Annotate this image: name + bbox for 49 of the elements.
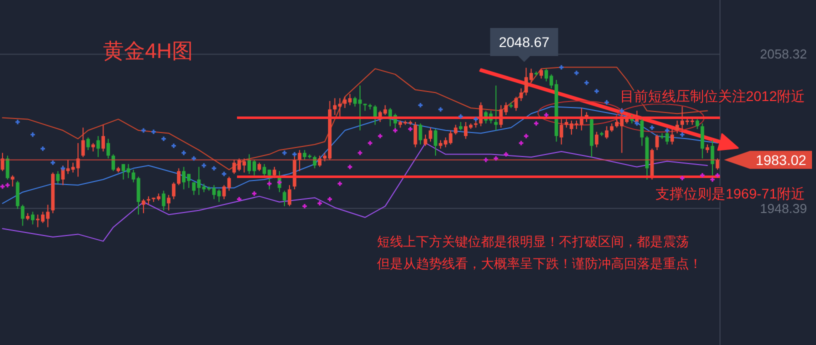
candlestick	[424, 134, 428, 146]
candlestick	[20, 204, 24, 226]
candlestick	[106, 138, 110, 159]
candlestick	[710, 140, 714, 176]
candlestick	[504, 102, 508, 116]
candlestick	[142, 198, 146, 214]
candlestick	[81, 127, 85, 158]
candlestick	[454, 124, 458, 136]
candlestick	[101, 124, 105, 152]
candlestick	[30, 211, 34, 225]
candlestick	[670, 128, 674, 145]
candlestick	[112, 154, 116, 172]
annotation: 但是从趋势线看，大概率呈下跌！谨防冲高回落是重点！	[377, 256, 702, 271]
ref-line-label: 1983.02	[756, 152, 807, 168]
candlestick	[696, 118, 700, 130]
ref-line-label: 支撑位则是1969-71附近	[656, 186, 805, 202]
candlestick	[217, 188, 221, 202]
candlestick	[640, 117, 644, 146]
candlestick	[282, 190, 286, 207]
candlestick	[6, 155, 10, 180]
candlestick	[560, 118, 564, 145]
candlestick	[434, 128, 438, 156]
annotation: 2048.67	[498, 34, 550, 50]
candlestick	[675, 120, 679, 134]
annotation: 短线上下方关键位都是很明显！不打破区间，都是震荡	[377, 234, 689, 249]
candlestick	[700, 122, 704, 159]
y-tick-label: 1948.39	[760, 200, 807, 216]
candlestick	[519, 88, 523, 102]
text: 黄金4H图	[103, 40, 193, 63]
candlestick	[494, 85, 498, 131]
candlestick	[10, 174, 14, 188]
candlestick	[414, 122, 418, 148]
candlestick	[514, 96, 518, 112]
candlestick	[162, 190, 166, 211]
candlestick	[86, 136, 90, 151]
candlestick	[539, 68, 544, 80]
candlestick	[166, 194, 170, 211]
candlestick	[594, 131, 598, 148]
candlestick	[655, 134, 659, 151]
candlestick	[16, 180, 20, 210]
candlestick	[604, 126, 608, 140]
candlestick	[428, 127, 432, 142]
candlestick	[176, 168, 181, 186]
y-tick-label: 2058.32	[760, 46, 807, 62]
candlestick	[56, 170, 60, 184]
candlestick	[418, 122, 422, 145]
candlestick	[172, 182, 176, 200]
candlestick	[288, 184, 292, 207]
candlestick	[96, 136, 100, 158]
